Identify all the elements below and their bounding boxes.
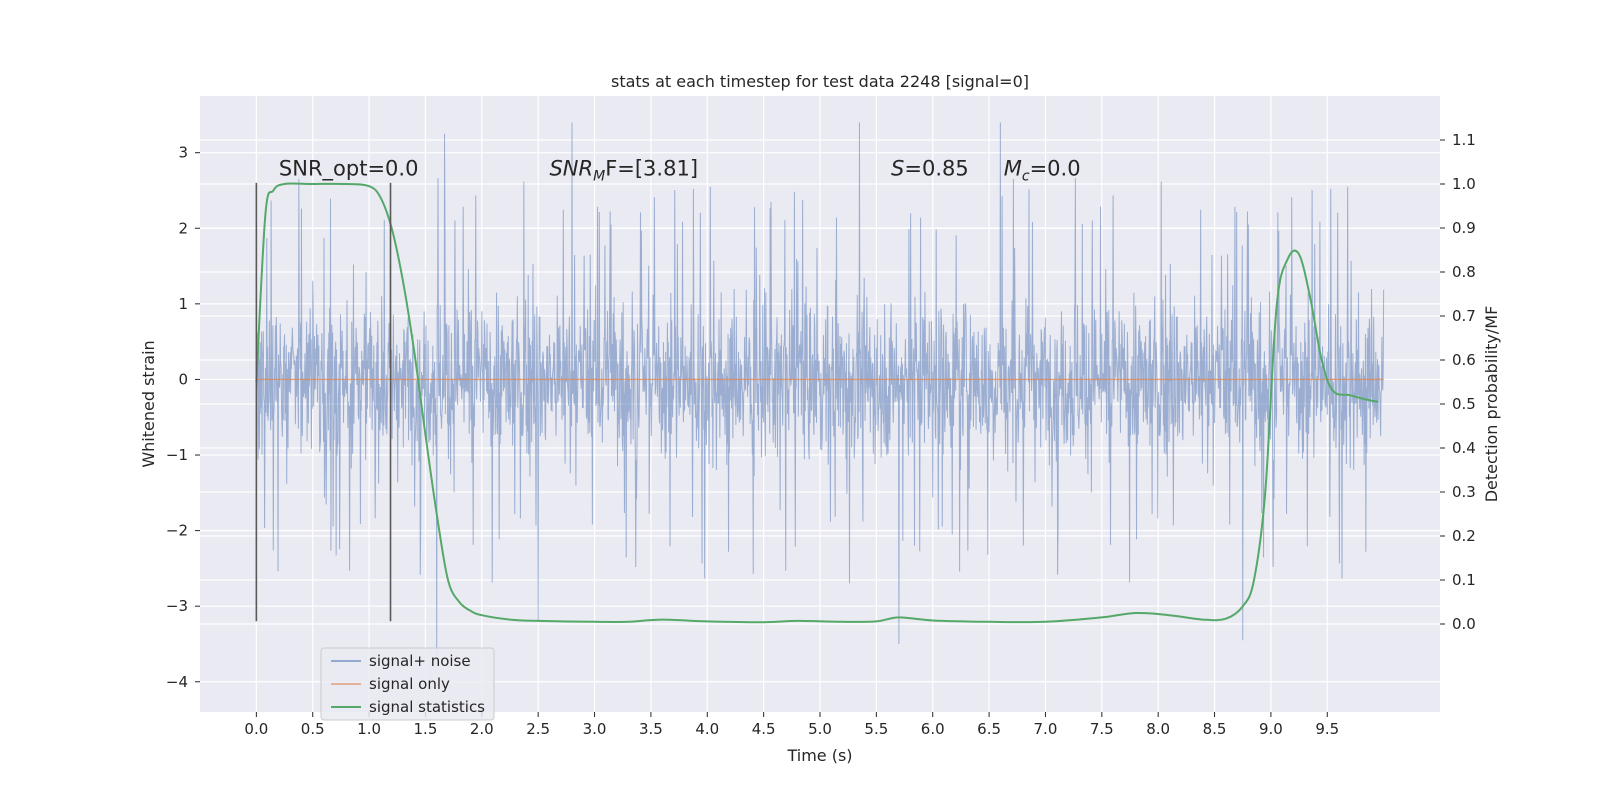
annotation-s-stat: S=0.85 — [891, 156, 969, 180]
x-tick-label: 0.0 — [244, 720, 268, 738]
x-tick-label: 2.5 — [526, 720, 550, 738]
y2-tick-label: 0.1 — [1452, 571, 1476, 589]
x-tick-label: 4.5 — [752, 720, 776, 738]
y-tick-label: −4 — [166, 673, 188, 691]
legend-box — [320, 647, 495, 721]
y2-tick-label: 0.5 — [1452, 395, 1476, 413]
y-tick-label: −2 — [166, 522, 188, 540]
legend-label-signal-noise: signal+ noise — [369, 652, 471, 670]
y2-tick-label: 0.3 — [1452, 483, 1476, 501]
annotation-mc-stat: Mc=0.0 — [1004, 156, 1081, 184]
series-signal-statistics-line — [255, 182, 1379, 624]
x-tick-label: 5.5 — [864, 720, 888, 738]
y2-tick-label: 0.2 — [1452, 527, 1476, 545]
y2-tick-label: 0.4 — [1452, 439, 1476, 457]
y2-tick-label: 1.0 — [1452, 175, 1476, 193]
legend: signal+ noise signal only signal statist… — [320, 647, 495, 721]
x-tick-label: 2.0 — [470, 720, 494, 738]
chart-title: stats at each timestep for test data 224… — [611, 72, 1029, 91]
y2-tick-label: 0.8 — [1452, 263, 1476, 281]
x-tick-label: 7.5 — [1090, 720, 1114, 738]
y2-tick-label: 0.0 — [1452, 615, 1476, 633]
y-axis-label: Whitened strain — [139, 340, 158, 467]
x-tick-label: 8.5 — [1203, 720, 1227, 738]
y-tick-label: 2 — [178, 219, 188, 237]
annotations: SNR_opt=0.0 SNRMF=[3.81] S=0.85 Mc=0.0 — [279, 156, 1081, 184]
x-tick-label: 8.0 — [1146, 720, 1170, 738]
x-tick-label: 1.5 — [414, 720, 438, 738]
y-tick-label: 3 — [178, 144, 188, 162]
y-tick-label: 0 — [178, 370, 188, 388]
x-tick-labels: 0.0 0.5 1.0 1.5 2.0 2.5 3.0 3.5 4.0 4.5 5.0 5.5 6.0 6… — [244, 712, 1339, 738]
x-tick-label: 6.0 — [921, 720, 945, 738]
x-tick-label: 0.5 — [301, 720, 325, 738]
x-tick-label: 4.0 — [695, 720, 719, 738]
x-tick-label: 9.5 — [1315, 720, 1339, 738]
x-tick-label: 7.0 — [1034, 720, 1058, 738]
vlines — [255, 182, 392, 622]
y2-tick-label: 0.9 — [1452, 219, 1476, 237]
x-tick-label: 1.0 — [357, 720, 381, 738]
y-tick-label: −3 — [166, 597, 188, 615]
x-tick-label: 3.0 — [583, 720, 607, 738]
x-tick-label: 9.0 — [1259, 720, 1283, 738]
y2-tick-label: 1.1 — [1452, 131, 1476, 149]
y-tick-label: −1 — [166, 446, 188, 464]
y2-tick-label: 0.6 — [1452, 351, 1476, 369]
x-tick-label: 3.5 — [639, 720, 663, 738]
x-tick-label: 6.5 — [977, 720, 1001, 738]
y2-axis-label: Detection probability/MF — [1482, 306, 1501, 503]
y-tick-labels: −4 −3 −2 −1 0 1 2 3 — [166, 144, 200, 691]
y-tick-label: 1 — [178, 295, 188, 313]
annotation-snr-mf: SNRMF=[3.81] — [549, 156, 698, 184]
annotation-snr-opt: SNR_opt=0.0 — [279, 156, 419, 181]
y2-tick-label: 0.7 — [1452, 307, 1476, 325]
y2-tick-labels: 0.0 0.1 0.2 0.3 0.4 0.5 0.6 0.7 0.8 0.9 1.0 1.1 — [1440, 131, 1476, 633]
x-axis-label: Time (s) — [786, 746, 852, 765]
legend-label-signal-statistics: signal statistics — [369, 698, 485, 716]
legend-label-signal-only: signal only — [369, 675, 450, 693]
series-layer — [255, 122, 1385, 656]
x-tick-label: 5.0 — [808, 720, 832, 738]
